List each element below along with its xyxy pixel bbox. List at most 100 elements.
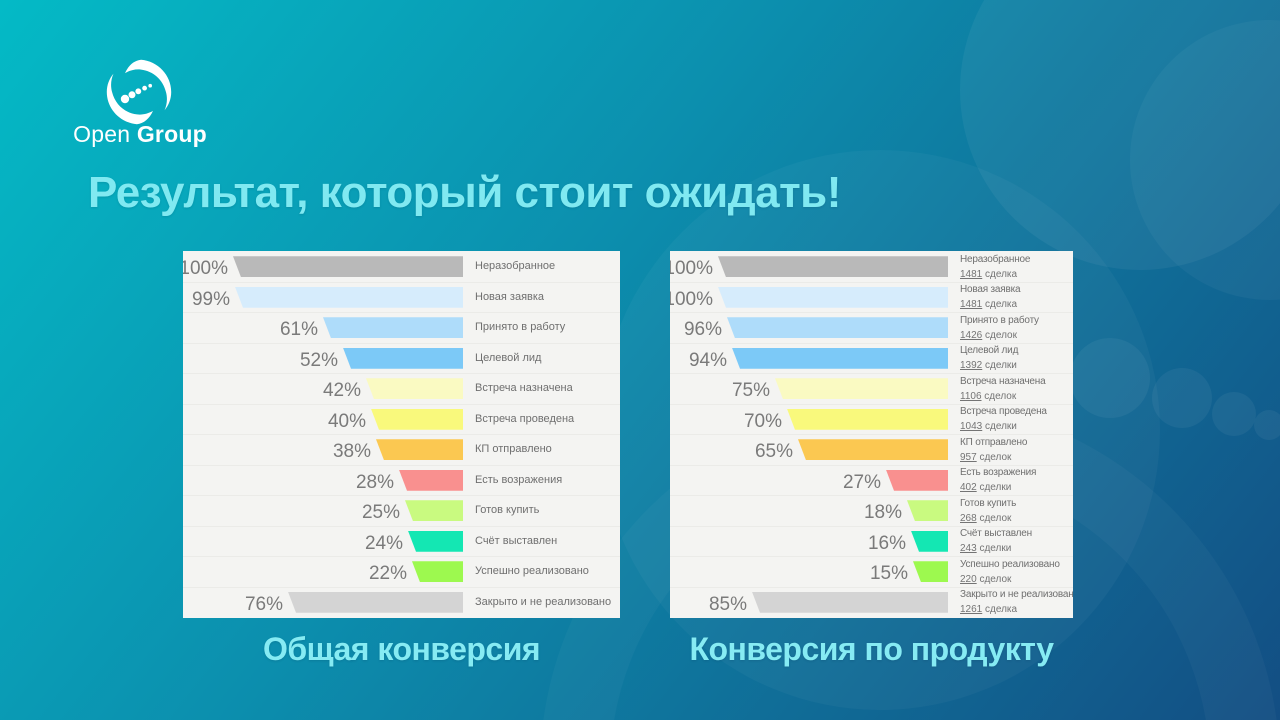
funnel-chart-overall-conversion: 100% Неразобранное 99% Новая заявка 61% Приня… bbox=[183, 251, 620, 618]
stage-name: Новая заявка bbox=[960, 284, 1021, 296]
funnel-bar bbox=[787, 408, 948, 430]
bar-zone: 100% bbox=[670, 283, 948, 313]
funnel-row: 22% Успешно реализовано bbox=[183, 556, 620, 587]
stage-label-block: Встреча назначена 1106 сделок bbox=[948, 375, 1046, 403]
funnel-bar bbox=[798, 439, 948, 461]
bar-zone: 76% bbox=[183, 588, 463, 618]
stage-name: Встреча назначена bbox=[475, 382, 573, 395]
stage-label-block: Принято в работу bbox=[463, 321, 565, 334]
deal-count-word: сделка bbox=[982, 299, 1018, 311]
funnel-row: 75% Встреча назначена 1106 сделок bbox=[670, 373, 1073, 404]
background-circle-decoration bbox=[960, 0, 1280, 270]
funnel-row: 15% Успешно реализовано 220 сделок bbox=[670, 556, 1073, 587]
deal-count-line: 1481 сделка bbox=[960, 268, 1030, 281]
deal-count-number: 1426 bbox=[960, 329, 983, 341]
funnel-bar bbox=[775, 378, 948, 400]
percent-label: 75% bbox=[731, 380, 770, 402]
funnel-row: 99% Новая заявка bbox=[183, 281, 620, 313]
percent-label: 42% bbox=[322, 380, 361, 402]
bar-zone: 99% bbox=[183, 283, 463, 313]
funnel-row: 100% Неразобранное bbox=[183, 252, 620, 282]
percent-label: 65% bbox=[754, 441, 793, 463]
percent-label: 100% bbox=[670, 258, 713, 280]
deal-count-word: сделки bbox=[982, 421, 1017, 433]
deal-count-word: сделок bbox=[976, 451, 1012, 463]
funnel-bar bbox=[718, 256, 948, 278]
deal-count-word: сделки bbox=[976, 543, 1012, 555]
funnel-row: 76% Закрыто и не реализовано bbox=[183, 586, 620, 618]
deal-count-line: 220 сделок bbox=[960, 573, 1060, 586]
bar-zone: 85% bbox=[670, 588, 948, 618]
stage-label-block: КП отправлено bbox=[463, 443, 552, 456]
percent-label: 52% bbox=[299, 349, 338, 371]
stage-name: Есть возражения bbox=[475, 473, 563, 486]
stage-label-block: Принято в работу 1426 сделок bbox=[948, 314, 1039, 342]
bar-zone: 15% bbox=[670, 557, 948, 587]
stage-label-block: Встреча назначена bbox=[463, 382, 573, 395]
funnel-bar bbox=[343, 347, 463, 369]
percent-label: 61% bbox=[279, 319, 318, 341]
bar-zone: 24% bbox=[183, 527, 463, 557]
deal-count-word: сделок bbox=[981, 390, 1017, 402]
bar-zone: 22% bbox=[183, 557, 463, 587]
funnel-bar bbox=[752, 591, 948, 613]
funnel-bar bbox=[376, 439, 463, 461]
stage-name: Закрыто и не реализовано bbox=[960, 589, 1073, 601]
deal-count-number: 957 bbox=[960, 451, 977, 463]
stage-label-block: Неразобранное 1481 сделка bbox=[948, 253, 1030, 281]
stage-name: Новая заявка bbox=[475, 290, 545, 303]
stage-name: Неразобранное bbox=[960, 253, 1031, 265]
stage-name: Успешно реализовано bbox=[960, 558, 1060, 570]
funnel-bar bbox=[235, 286, 463, 308]
percent-label: 18% bbox=[863, 502, 902, 524]
stage-label-block: Целевой лид 1392 сделки bbox=[948, 344, 1018, 372]
bar-zone: 52% bbox=[183, 344, 463, 374]
open-group-swirl-icon bbox=[106, 59, 172, 125]
funnel-row: 28% Есть возражения bbox=[183, 464, 620, 496]
funnel-bar bbox=[288, 591, 463, 613]
bar-zone: 100% bbox=[670, 252, 948, 282]
funnel-bar bbox=[911, 530, 948, 552]
funnel-row: 65% КП отправлено 957 сделок bbox=[670, 434, 1073, 465]
funnel-row: 40% Встреча проведена bbox=[183, 403, 620, 435]
stage-label-block: Встреча проведена 1043 сделки bbox=[948, 405, 1047, 433]
stage-label-block: КП отправлено 957 сделок bbox=[948, 436, 1027, 464]
stage-label-block: Закрыто и не реализовано bbox=[463, 596, 611, 609]
funnel-row: 94% Целевой лид 1392 сделки bbox=[670, 342, 1073, 374]
stage-name: Готов купить bbox=[960, 497, 1017, 509]
funnel-bar bbox=[399, 469, 463, 491]
stage-label-block: Успешно реализовано 220 сделок bbox=[948, 558, 1060, 586]
brand-name-regular: Open bbox=[73, 121, 131, 147]
deal-count-line: 268 сделок bbox=[960, 512, 1016, 525]
funnel-bar bbox=[405, 500, 463, 522]
funnel-row: 96% Принято в работу 1426 сделок bbox=[670, 312, 1073, 343]
percent-label: 96% bbox=[683, 319, 722, 341]
funnel-bar bbox=[886, 469, 948, 491]
stage-name: Встреча проведена bbox=[475, 412, 575, 425]
deal-count-line: 957 сделок bbox=[960, 451, 1027, 464]
funnel-bar bbox=[366, 378, 463, 400]
percent-label: 85% bbox=[708, 593, 747, 615]
deal-count-line: 1392 сделки bbox=[960, 359, 1018, 372]
background-dot-decoration bbox=[1254, 410, 1280, 440]
stage-name: Есть возражения bbox=[960, 467, 1037, 479]
bar-zone: 65% bbox=[670, 435, 948, 465]
funnel-bar bbox=[727, 317, 948, 339]
stage-name: Счёт выставлен bbox=[960, 528, 1032, 540]
stage-label-block: Готов купить bbox=[463, 504, 539, 517]
stage-name: Принято в работу bbox=[475, 321, 566, 334]
funnel-row: 85% Закрыто и не реализовано 1261 сделка bbox=[670, 586, 1073, 618]
funnel-bar bbox=[907, 500, 948, 522]
stage-name: Закрыто и не реализовано bbox=[475, 595, 612, 608]
funnel-row: 38% КП отправлено bbox=[183, 434, 620, 465]
percent-label: 100% bbox=[670, 288, 713, 310]
percent-label: 100% bbox=[183, 258, 228, 280]
stage-label-block: Есть возражения 402 сделки bbox=[948, 466, 1036, 494]
funnel-bar bbox=[732, 347, 948, 369]
stage-label-block: Успешно реализовано bbox=[463, 565, 589, 578]
percent-label: 70% bbox=[743, 410, 782, 432]
background-dot-decoration bbox=[1212, 392, 1256, 436]
stage-label-block: Есть возражения bbox=[463, 474, 562, 487]
deal-count-number: 402 bbox=[960, 482, 977, 494]
bar-zone: 40% bbox=[183, 405, 463, 435]
